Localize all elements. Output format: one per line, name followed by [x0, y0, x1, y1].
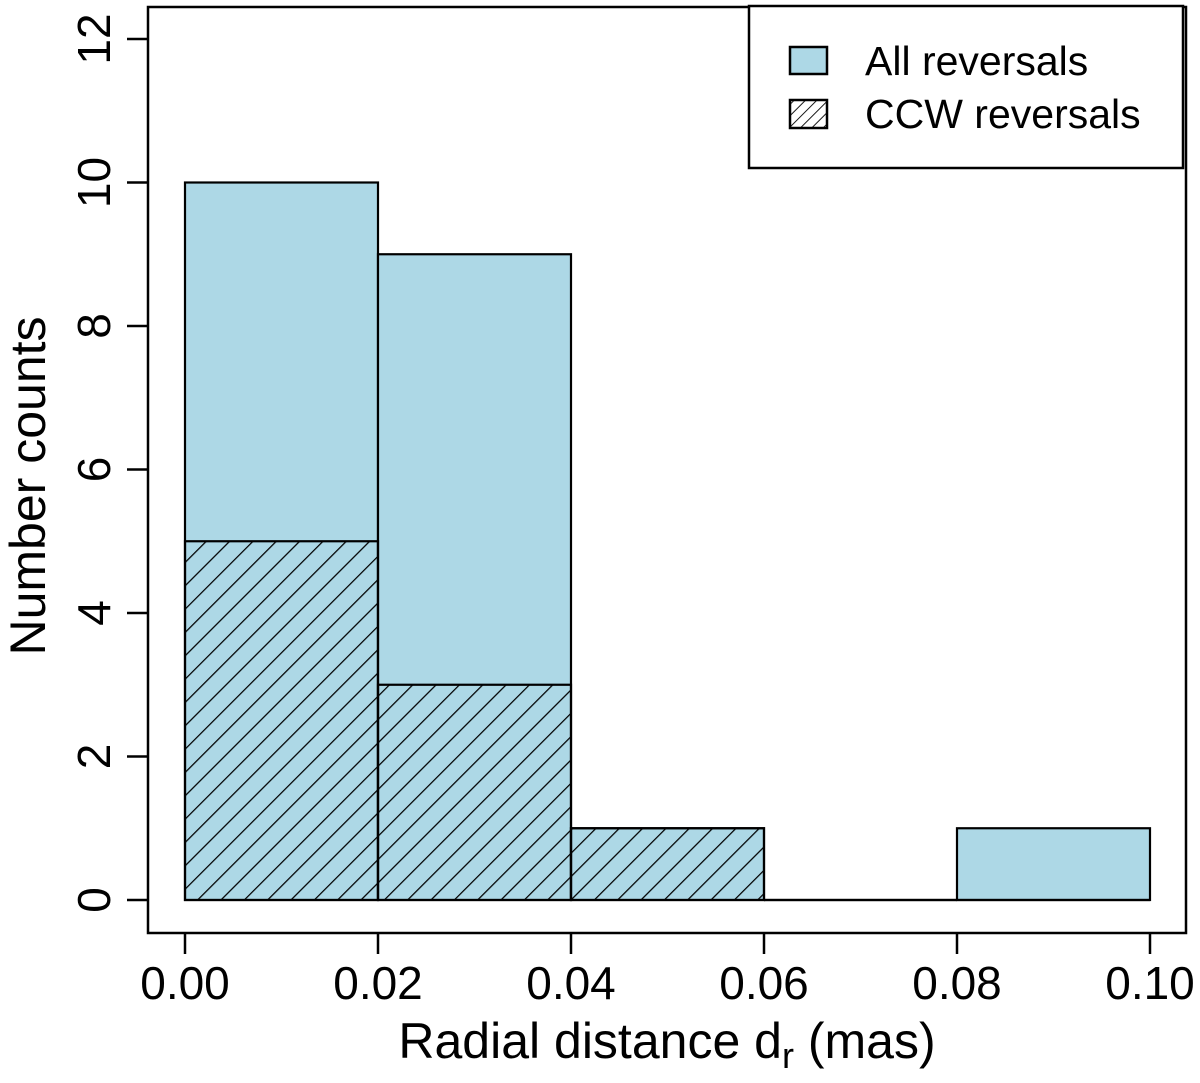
bar-ccw-2	[569, 827, 766, 902]
x-axis-title-unit: (mas)	[794, 1013, 936, 1069]
y-tick-label-3: 6	[68, 457, 120, 483]
y-tick-label-2: 4	[68, 600, 120, 626]
bar-ccw-0	[183, 540, 380, 902]
x-axis-title: Radial distance dr (mas)	[398, 1013, 935, 1076]
legend-swatch-all-reversals	[788, 45, 829, 76]
plot-border	[146, 5, 1188, 935]
y-tick-label-4: 8	[68, 313, 120, 339]
axis-layer: 0.00 0.02 0.04 0.06 0.08 0.10 0 2 4 6 8 10 12	[68, 13, 1195, 1009]
y-axis-title: Number counts	[0, 316, 56, 655]
x-tick-label-2: 0.04	[526, 957, 616, 1009]
x-tick-label-0: 0.00	[140, 957, 230, 1009]
y-tick-label-1: 2	[68, 744, 120, 770]
legend-label-all-reversals: All reversals	[865, 38, 1088, 84]
y-tick-label-6: 12	[68, 13, 120, 64]
y-tick-label-5: 10	[68, 157, 120, 208]
x-tick-label-1: 0.02	[333, 957, 423, 1009]
x-axis-title-subscript: r	[782, 1035, 794, 1076]
bars-layer	[183, 181, 1152, 902]
legend-label-ccw-reversals: CCW reversals	[865, 91, 1141, 137]
legend-box	[747, 4, 1185, 170]
x-axis-title-main: Radial distance d	[398, 1013, 782, 1069]
x-tick-label-4: 0.08	[912, 957, 1002, 1009]
bar-all-4	[955, 827, 1152, 902]
y-tick-label-0: 0	[68, 887, 120, 913]
legend-swatch-ccw-reversals	[788, 98, 829, 130]
x-tick-label-5: 0.10	[1105, 957, 1195, 1009]
bar-ccw-1	[376, 683, 573, 902]
x-tick-label-3: 0.06	[719, 957, 809, 1009]
legend: All reversals CCW reversals	[747, 4, 1185, 170]
